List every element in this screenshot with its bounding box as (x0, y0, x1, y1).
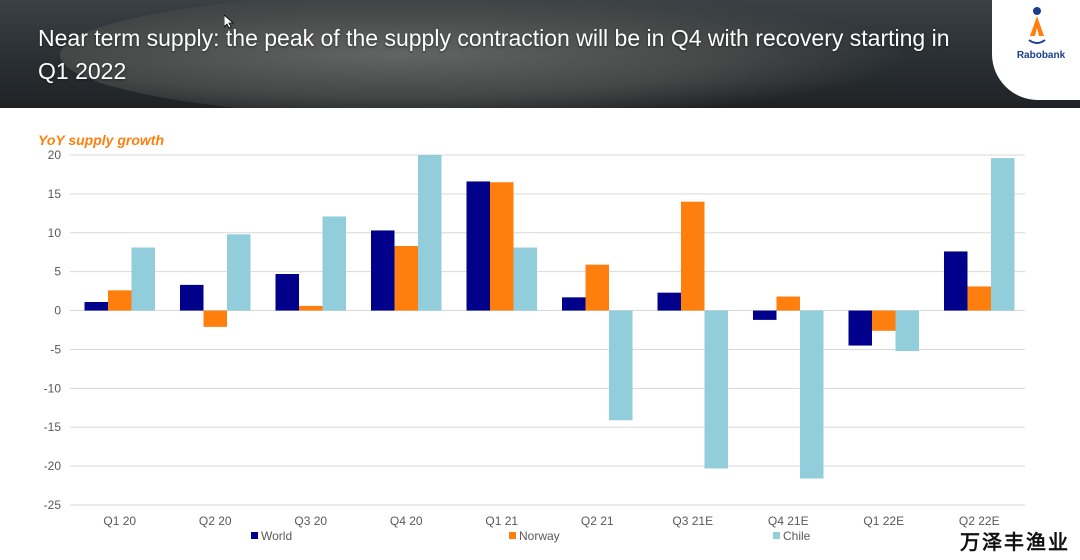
bar-norway-q2-22e (967, 286, 991, 311)
bar-norway-q2-21 (585, 264, 609, 311)
legend-swatch-chile (773, 532, 780, 539)
bar-chile-q4-21e (800, 310, 824, 479)
y-tick-label: -15 (44, 420, 62, 434)
legend-swatch-world (251, 532, 258, 539)
bars (84, 155, 1015, 479)
yoy-supply-growth-chart: YoY supply growth 20 15 10 5 0 -5 -10 -15 -20 -25… (38, 132, 1025, 543)
x-tick-label: Q1 21 (485, 514, 518, 528)
x-tick-label: Q2 21 (581, 514, 614, 528)
legend-swatch-norway (509, 532, 516, 539)
bar-chile-q1-21 (513, 247, 537, 311)
bar-chile-q2-20 (227, 234, 251, 311)
bar-chile-q3-21e (704, 310, 728, 469)
y-tick-label: -5 (50, 342, 61, 356)
bar-chile-q1-20 (131, 247, 155, 311)
y-tick-label: 15 (48, 187, 62, 201)
legend-label-norway: Norway (519, 529, 560, 543)
x-tick-label: Q2 20 (199, 514, 232, 528)
legend: World Norway Chile (251, 529, 811, 543)
bar-world-q2-22e (944, 251, 968, 311)
rabobank-figure-icon (1028, 7, 1046, 44)
legend-label-chile: Chile (783, 529, 811, 543)
x-tick-label: Q1 20 (103, 514, 136, 528)
bar-world-q2-21 (562, 297, 586, 311)
rabobank-logo: Rabobank (992, 0, 1080, 100)
bar-norway-q4-21e (776, 296, 800, 311)
bar-chile-q2-21 (609, 310, 633, 421)
x-tick-label: Q4 21E (768, 514, 809, 528)
legend-label-world: World (261, 529, 292, 543)
y-tick-label: -10 (44, 381, 62, 395)
bar-norway-q1-20 (108, 290, 132, 311)
bar-norway-q1-21 (490, 182, 514, 311)
watermark-text: 万泽丰渔业 (960, 530, 1070, 554)
y-tick-label: 20 (48, 148, 62, 162)
x-tick-label: Q4 20 (390, 514, 423, 528)
mouse-cursor-icon (224, 15, 234, 29)
logo-text: Rabobank (1016, 50, 1066, 61)
y-tick-label: 10 (48, 226, 62, 240)
x-tick-label: Q1 22E (863, 514, 904, 528)
header-banner: Near term supply: the peak of the supply… (0, 0, 1080, 108)
x-tick-label: Q3 21E (672, 514, 713, 528)
chart-title: YoY supply growth (38, 132, 164, 148)
bar-chile-q1-22e (895, 310, 919, 351)
bar-world-q1-20 (84, 302, 108, 311)
bar-chile-q2-22e (991, 158, 1015, 311)
slide-title: Near term supply: the peak of the supply… (38, 25, 950, 84)
bar-norway-q1-22e (872, 310, 896, 331)
y-axis-ticks: 20 15 10 5 0 -5 -10 -15 -20 -25 (44, 148, 62, 512)
x-tick-label: Q3 20 (294, 514, 327, 528)
bar-norway-q3-20 (299, 305, 323, 311)
grid-lines (70, 154, 1025, 506)
bar-chile-q3-20 (322, 216, 346, 311)
bar-world-q4-21e (753, 310, 777, 320)
y-tick-label: -25 (44, 498, 62, 512)
bar-world-q3-21e (657, 292, 681, 311)
bar-world-q2-20 (180, 284, 204, 311)
bar-norway-q3-21e (681, 201, 705, 311)
y-tick-label: -20 (44, 459, 62, 473)
bar-chile-q4-20 (418, 155, 442, 311)
bar-world-q1-21 (466, 181, 490, 311)
y-tick-label: 5 (54, 265, 61, 279)
bar-world-q4-20 (371, 230, 395, 311)
bar-world-q1-22e (848, 310, 872, 346)
y-tick-label: 0 (54, 304, 61, 318)
bar-world-q3-20 (275, 274, 299, 311)
x-axis-ticks: Q1 20 Q2 20 Q3 20 Q4 20 Q1 21 Q2 21 Q3 21E Q4 2… (103, 514, 999, 528)
salmon-background-image (60, 0, 900, 108)
bar-norway-q2-20 (203, 310, 227, 327)
x-tick-label: Q2 22E (959, 514, 1000, 528)
bar-norway-q4-20 (394, 246, 418, 311)
